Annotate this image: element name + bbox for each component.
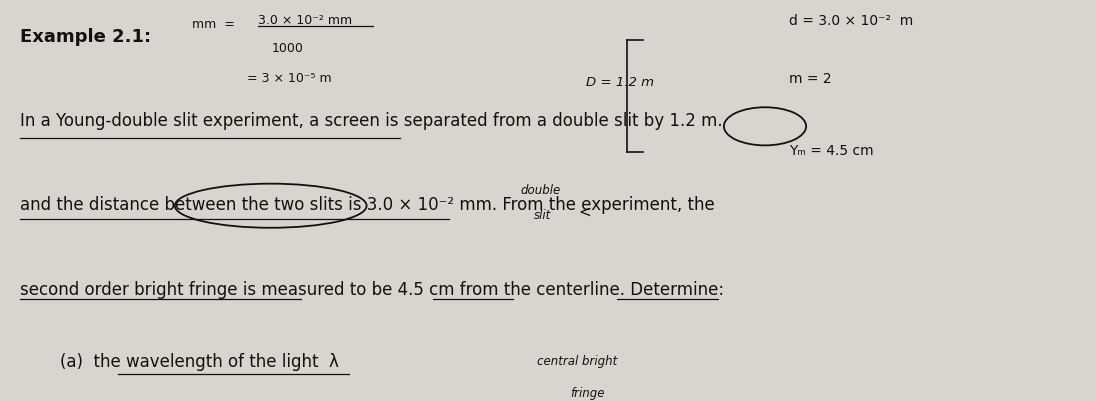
Text: <: < <box>579 205 592 219</box>
Text: (a)  the wavelength of the light  λ: (a) the wavelength of the light λ <box>60 353 339 371</box>
Text: slit: slit <box>534 209 551 221</box>
Text: 3.0 × 10⁻² mm: 3.0 × 10⁻² mm <box>258 14 352 27</box>
Text: m = 2: m = 2 <box>789 72 832 86</box>
Text: 1000: 1000 <box>272 42 304 55</box>
Text: Yₘ = 4.5 cm: Yₘ = 4.5 cm <box>789 144 874 158</box>
Text: In a Young-double slit experiment, a screen is separated from a double slit by 1: In a Young-double slit experiment, a scr… <box>20 112 722 130</box>
Text: = 3 × 10⁻⁵ m: = 3 × 10⁻⁵ m <box>247 72 331 85</box>
Text: double: double <box>521 184 561 197</box>
Text: D = 1.2 m: D = 1.2 m <box>586 76 654 89</box>
Text: mm  =: mm = <box>192 18 235 31</box>
Text: second order bright fringe is measured to be 4.5 cm from the centerline. Determi: second order bright fringe is measured t… <box>20 281 723 299</box>
Text: central bright: central bright <box>537 355 617 368</box>
Text: fringe: fringe <box>570 387 604 400</box>
Text: and the distance between the two slits is 3.0 × 10⁻² mm. From the experiment, th: and the distance between the two slits i… <box>20 196 715 215</box>
Text: d = 3.0 × 10⁻²  m: d = 3.0 × 10⁻² m <box>789 14 913 28</box>
Text: Example 2.1:: Example 2.1: <box>20 28 151 46</box>
